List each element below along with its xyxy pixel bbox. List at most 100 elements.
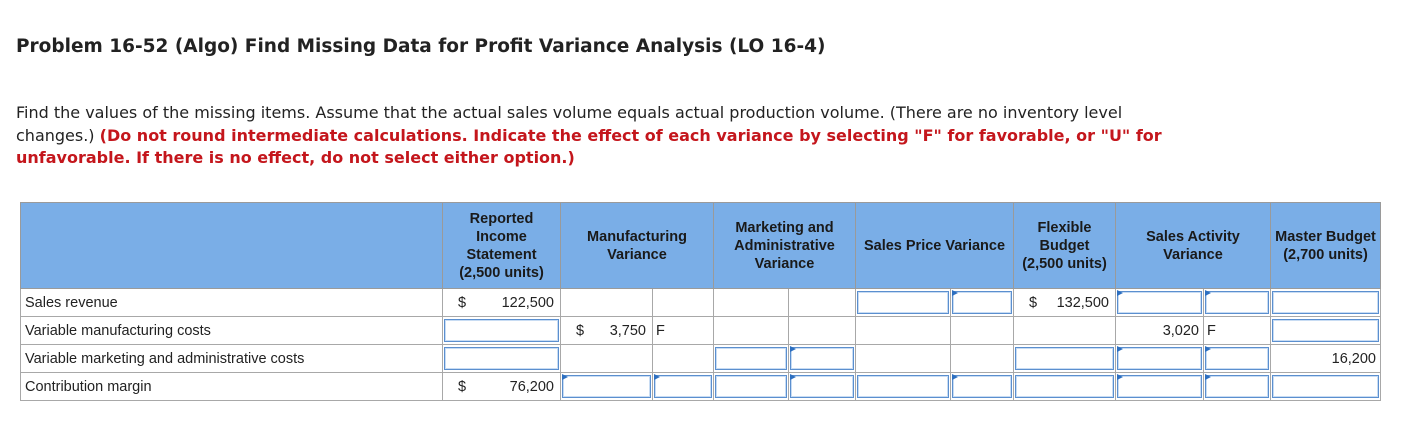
cell (652, 288, 714, 317)
cell (950, 344, 1014, 373)
cell (950, 316, 1014, 345)
cell (1013, 344, 1116, 373)
select[interactable] (952, 375, 1012, 398)
input[interactable] (444, 319, 559, 342)
table-row: Variable manufacturing costs $3,750 F 3,… (20, 316, 1381, 345)
input[interactable] (562, 375, 651, 398)
header-row: Reported Income Statement (2,500 units) … (20, 202, 1381, 289)
cell (788, 316, 856, 345)
cell (1013, 372, 1116, 401)
cell (560, 372, 653, 401)
header-cell (20, 202, 443, 289)
input[interactable] (1272, 319, 1379, 342)
cell: 3,020 (1115, 316, 1204, 345)
cell (652, 344, 714, 373)
select[interactable] (654, 375, 712, 398)
input[interactable] (857, 375, 949, 398)
cell: $122,500 (442, 288, 561, 317)
cell: $76,200 (442, 372, 561, 401)
cell (788, 288, 856, 317)
select[interactable] (790, 347, 854, 370)
cell (652, 372, 714, 401)
cell (713, 344, 789, 373)
cell (713, 316, 789, 345)
cell (1203, 372, 1271, 401)
money: $132,500 (1017, 295, 1112, 311)
input[interactable] (715, 375, 787, 398)
table-row: Variable marketing and administrative co… (20, 344, 1381, 373)
input[interactable] (857, 291, 949, 314)
amount: 76,200 (509, 378, 554, 395)
cell (1270, 288, 1381, 317)
cell (1115, 288, 1204, 317)
cell (713, 288, 789, 317)
currency: $ (576, 322, 585, 339)
cell (788, 372, 856, 401)
cell (442, 316, 561, 345)
cell (1270, 372, 1381, 401)
cell (950, 288, 1014, 317)
cell (855, 372, 951, 401)
cell: $132,500 (1013, 288, 1116, 317)
money: $122,500 (446, 295, 557, 311)
instructions-text: Find the values of the missing items. As… (16, 103, 1123, 145)
column-header: Manufacturing Variance (560, 202, 714, 289)
cell (1115, 344, 1204, 373)
instructions: Find the values of the missing items. As… (16, 102, 1191, 170)
column-header: Sales Price Variance (855, 202, 1014, 289)
cell (1203, 288, 1271, 317)
cell (1013, 316, 1116, 345)
row-label: Variable manufacturing costs (20, 316, 443, 345)
amount: 132,500 (1056, 294, 1109, 311)
table-row: Sales revenue $122,500 $132,500 (20, 288, 1381, 317)
problem-title: Problem 16-52 (Algo) Find Missing Data f… (16, 36, 826, 57)
input[interactable] (1015, 375, 1114, 398)
cell: $3,750 (560, 316, 653, 345)
row-label: Sales revenue (20, 288, 443, 317)
cell (560, 344, 653, 373)
cell (713, 372, 789, 401)
select[interactable] (952, 291, 1012, 314)
money: $76,200 (446, 379, 557, 395)
select[interactable] (1205, 375, 1269, 398)
column-header: Sales Activity Variance (1115, 202, 1271, 289)
input[interactable] (1117, 291, 1202, 314)
input[interactable] (1272, 291, 1379, 314)
cell (560, 288, 653, 317)
input[interactable] (1117, 347, 1202, 370)
cell (950, 372, 1014, 401)
select[interactable] (1205, 291, 1269, 314)
input[interactable] (444, 347, 559, 370)
currency: $ (1029, 294, 1038, 311)
input[interactable] (1272, 375, 1379, 398)
cell (855, 316, 951, 345)
table-row: Contribution margin $76,200 (20, 372, 1381, 401)
amount: 122,500 (501, 294, 554, 311)
cell (1203, 344, 1271, 373)
cell (855, 344, 951, 373)
cell (1115, 372, 1204, 401)
cell: F (1203, 316, 1271, 345)
cell (788, 344, 856, 373)
input[interactable] (715, 347, 787, 370)
cell (1270, 316, 1381, 345)
row-label: Contribution margin (20, 372, 443, 401)
variance-table: Reported Income Statement (2,500 units) … (20, 202, 1381, 401)
cell: 16,200 (1270, 344, 1381, 373)
money: $3,750 (564, 323, 649, 339)
instructions-emphasis: (Do not round intermediate calculations.… (16, 125, 1162, 168)
cell: F (652, 316, 714, 345)
column-header: Master Budget (2,700 units) (1270, 202, 1381, 289)
input[interactable] (1015, 347, 1114, 370)
column-header: Reported Income Statement (2,500 units) (442, 202, 561, 289)
amount: 3,750 (609, 322, 646, 339)
cell (442, 344, 561, 373)
column-header: Flexible Budget (2,500 units) (1013, 202, 1116, 289)
input[interactable] (1117, 375, 1202, 398)
column-header: Marketing and Administrative Variance (713, 202, 856, 289)
currency: $ (458, 294, 467, 311)
select[interactable] (790, 375, 854, 398)
select[interactable] (1205, 347, 1269, 370)
